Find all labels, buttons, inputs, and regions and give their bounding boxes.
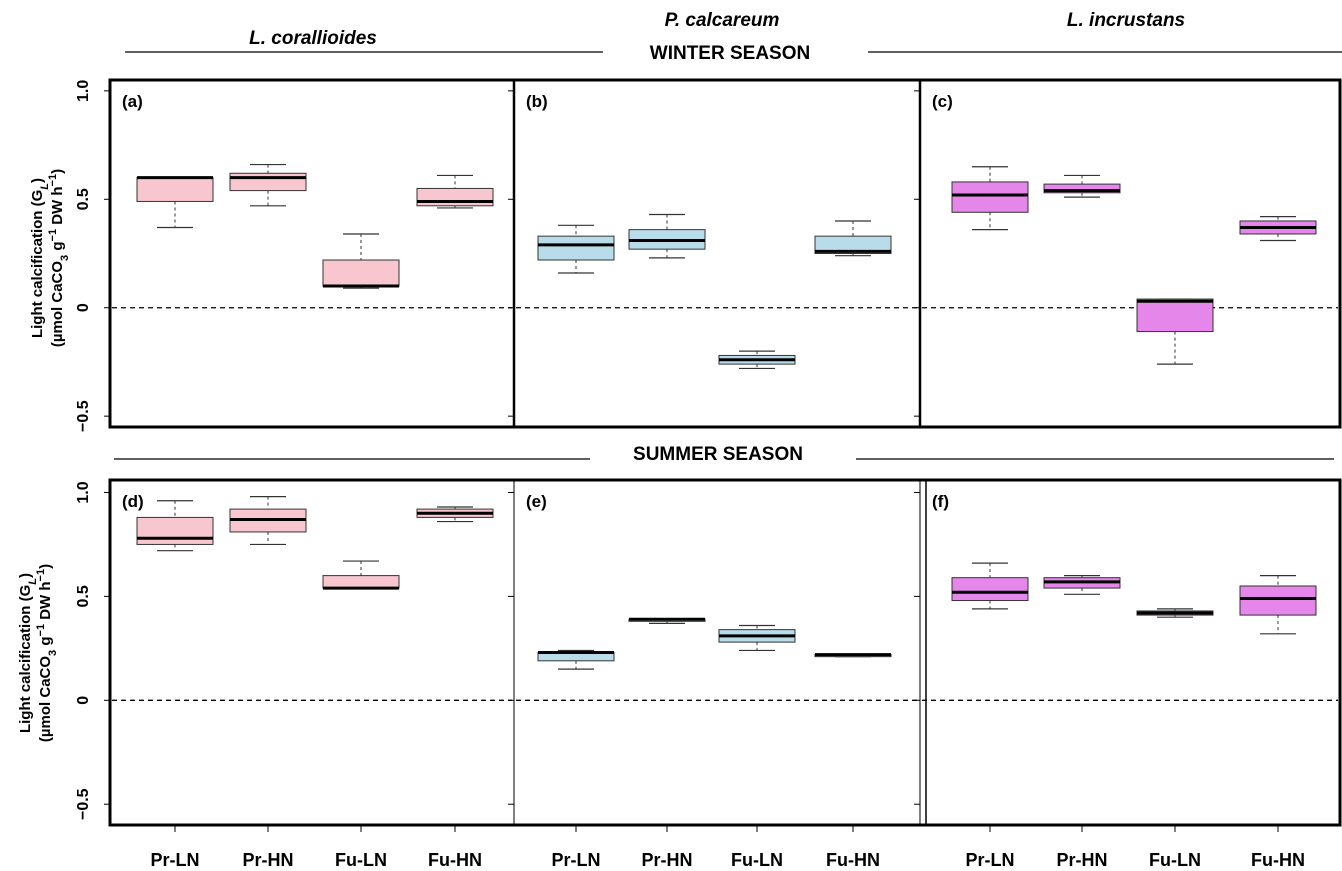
y-axis-label-bottom-line1: Light calcification (GL): [17, 573, 39, 733]
panel-e-box-fu-ln: [718, 624, 796, 652]
panel-d-xtick-label-pr-ln: Pr-LN: [151, 850, 200, 870]
species-label-l-incrustans: L. incrustans: [1067, 10, 1185, 31]
panel-d-box-pr-hn: [229, 496, 307, 546]
panel-e-box-fu-hn: [814, 653, 892, 658]
panel-e-xtick-label-pr-hn: Pr-HN: [641, 850, 692, 870]
panel-e-xtick-label-fu-hn: Fu-HN: [826, 850, 880, 870]
panel-d: −0.5 0 0.5 1.0 (d) Pr-LN Pr-HN Fu-LN Fu-HN: [75, 481, 512, 870]
panel-d-ytick-label: 0: [75, 696, 92, 705]
panel-c-iqr-box-pr-ln: [951, 181, 1029, 213]
panel-d-ytick-label: 1.0: [75, 481, 92, 503]
figure-header: L. corallioides P. calcareum L. incrusta…: [125, 10, 1342, 64]
panel-f-box-fu-ln: [1136, 608, 1214, 618]
panel-d-box-fu-ln: [322, 560, 400, 590]
summer-season-title: SUMMER SEASON: [633, 444, 803, 465]
panel-c-box-pr-ln: [951, 166, 1029, 231]
plot-panels: −0.5 0 0.5 1.0 (a) (b) (c) −0.5 0 0.5 1.0 (d) Pr-LN P…: [75, 78, 1342, 870]
panel-d-iqr-box-fu-ln: [322, 575, 400, 589]
panel-e-xtick-label-pr-ln: Pr-LN: [552, 850, 601, 870]
panel-a-iqr-box-fu-ln: [322, 259, 400, 287]
panel-d-box-fu-hn: [416, 506, 494, 523]
panel-d-ytick-label: 0.5: [75, 585, 92, 607]
panel-a-ytick-label: 1.0: [75, 80, 92, 102]
row-frame-winter: [108, 78, 1342, 429]
panel-a-ytick-label: 0: [75, 303, 92, 312]
panel-f-box-pr-ln: [951, 562, 1029, 610]
panel-f-iqr-box-pr-ln: [951, 577, 1029, 602]
panel-a-ytick-label: 0.5: [75, 188, 92, 210]
panel-f-xtick-label-fu-hn: Fu-HN: [1251, 850, 1305, 870]
y-axis-label-bottom-line2: (µmol CaCO3 g−1 DW h−1): [35, 564, 59, 742]
panel-b: (b): [508, 80, 918, 427]
panel-d-letter: (d): [122, 492, 144, 511]
panel-a-letter: (a): [122, 92, 143, 111]
panel-d-ytick-label: −0.5: [75, 788, 92, 820]
panel-f-letter: (f): [932, 492, 949, 511]
panel-f-iqr-box-fu-hn: [1239, 585, 1317, 616]
y-axis-label-top-line2: (µmol CaCO3 g−1 DW h−1): [47, 169, 71, 347]
panel-c-box-fu-ln: [1136, 298, 1214, 365]
panel-c-box-pr-hn: [1043, 174, 1121, 198]
panel-a-box-pr-hn: [229, 163, 307, 207]
species-label-l-corallioides: L. corallioides: [249, 28, 377, 49]
panel-a-box-fu-hn: [416, 174, 494, 209]
panel-e-box-pr-hn: [628, 617, 706, 625]
panel-f-xtick-label-pr-ln: Pr-LN: [966, 850, 1015, 870]
panel-c-iqr-box-pr-hn: [1043, 183, 1121, 194]
panel-b-letter: (b): [526, 92, 548, 111]
panel-a-box-pr-ln: [136, 176, 214, 229]
panel-f-box-pr-hn: [1043, 575, 1121, 595]
panel-e-xtick-label-fu-ln: Fu-LN: [731, 850, 783, 870]
panel-c: (c): [914, 80, 1338, 427]
panel-e-box-pr-ln: [537, 649, 615, 670]
panel-b-box-pr-hn: [628, 213, 706, 259]
panel-b-box-fu-ln: [718, 350, 796, 370]
panel-f-box-fu-hn: [1239, 575, 1317, 635]
panel-e: (e) Pr-LN Pr-HN Fu-LN Fu-HN: [508, 480, 918, 870]
panel-a-ytick-label: −0.5: [75, 400, 92, 432]
panel-d-xtick-label-fu-hn: Fu-HN: [428, 850, 482, 870]
panel-d-xtick-label-pr-hn: Pr-HN: [242, 850, 293, 870]
panel-a: −0.5 0 0.5 1.0 (a): [75, 80, 512, 432]
panel-a-iqr-box-pr-ln: [136, 177, 214, 202]
panel-d-xtick-label-fu-ln: Fu-LN: [335, 850, 387, 870]
y-axis-label-top: Light calcification (GL) (µmol CaCO3 g−1…: [29, 169, 71, 347]
panel-e-letter: (e): [526, 492, 547, 511]
panel-d-box-pr-ln: [136, 500, 214, 552]
species-label-p-calcareum: P. calcareum: [665, 10, 780, 31]
panel-f-xtick-label-fu-ln: Fu-LN: [1149, 850, 1201, 870]
panel-b-box-fu-hn: [814, 220, 892, 257]
panel-c-box-fu-hn: [1239, 216, 1317, 242]
panel-b-box-pr-ln: [537, 224, 615, 274]
panel-a-box-fu-ln: [322, 233, 400, 289]
panel-b-iqr-box-fu-hn: [814, 235, 892, 254]
panel-b-iqr-box-pr-ln: [537, 235, 615, 261]
row-frame-summer: [108, 478, 1342, 827]
panel-a-iqr-box-pr-hn: [229, 172, 307, 192]
y-axis-label-bottom: Light calcification (GL) (µmol CaCO3 g−1…: [17, 564, 59, 742]
panel-d-iqr-box-pr-ln: [136, 516, 214, 545]
y-axis-label-top-line1: Light calcification (GL): [29, 178, 51, 338]
summer-header: SUMMER SEASON: [114, 444, 1334, 465]
panel-f-xtick-label-pr-hn: Pr-HN: [1056, 850, 1107, 870]
winter-season-title: WINTER SEASON: [650, 43, 810, 64]
panel-a-iqr-box-fu-hn: [416, 187, 494, 207]
panel-f: (f) Pr-LN Pr-HN Fu-LN Fu-HN: [914, 480, 1338, 870]
panel-c-letter: (c): [932, 92, 953, 111]
panel-c-iqr-box-fu-ln: [1136, 298, 1214, 333]
